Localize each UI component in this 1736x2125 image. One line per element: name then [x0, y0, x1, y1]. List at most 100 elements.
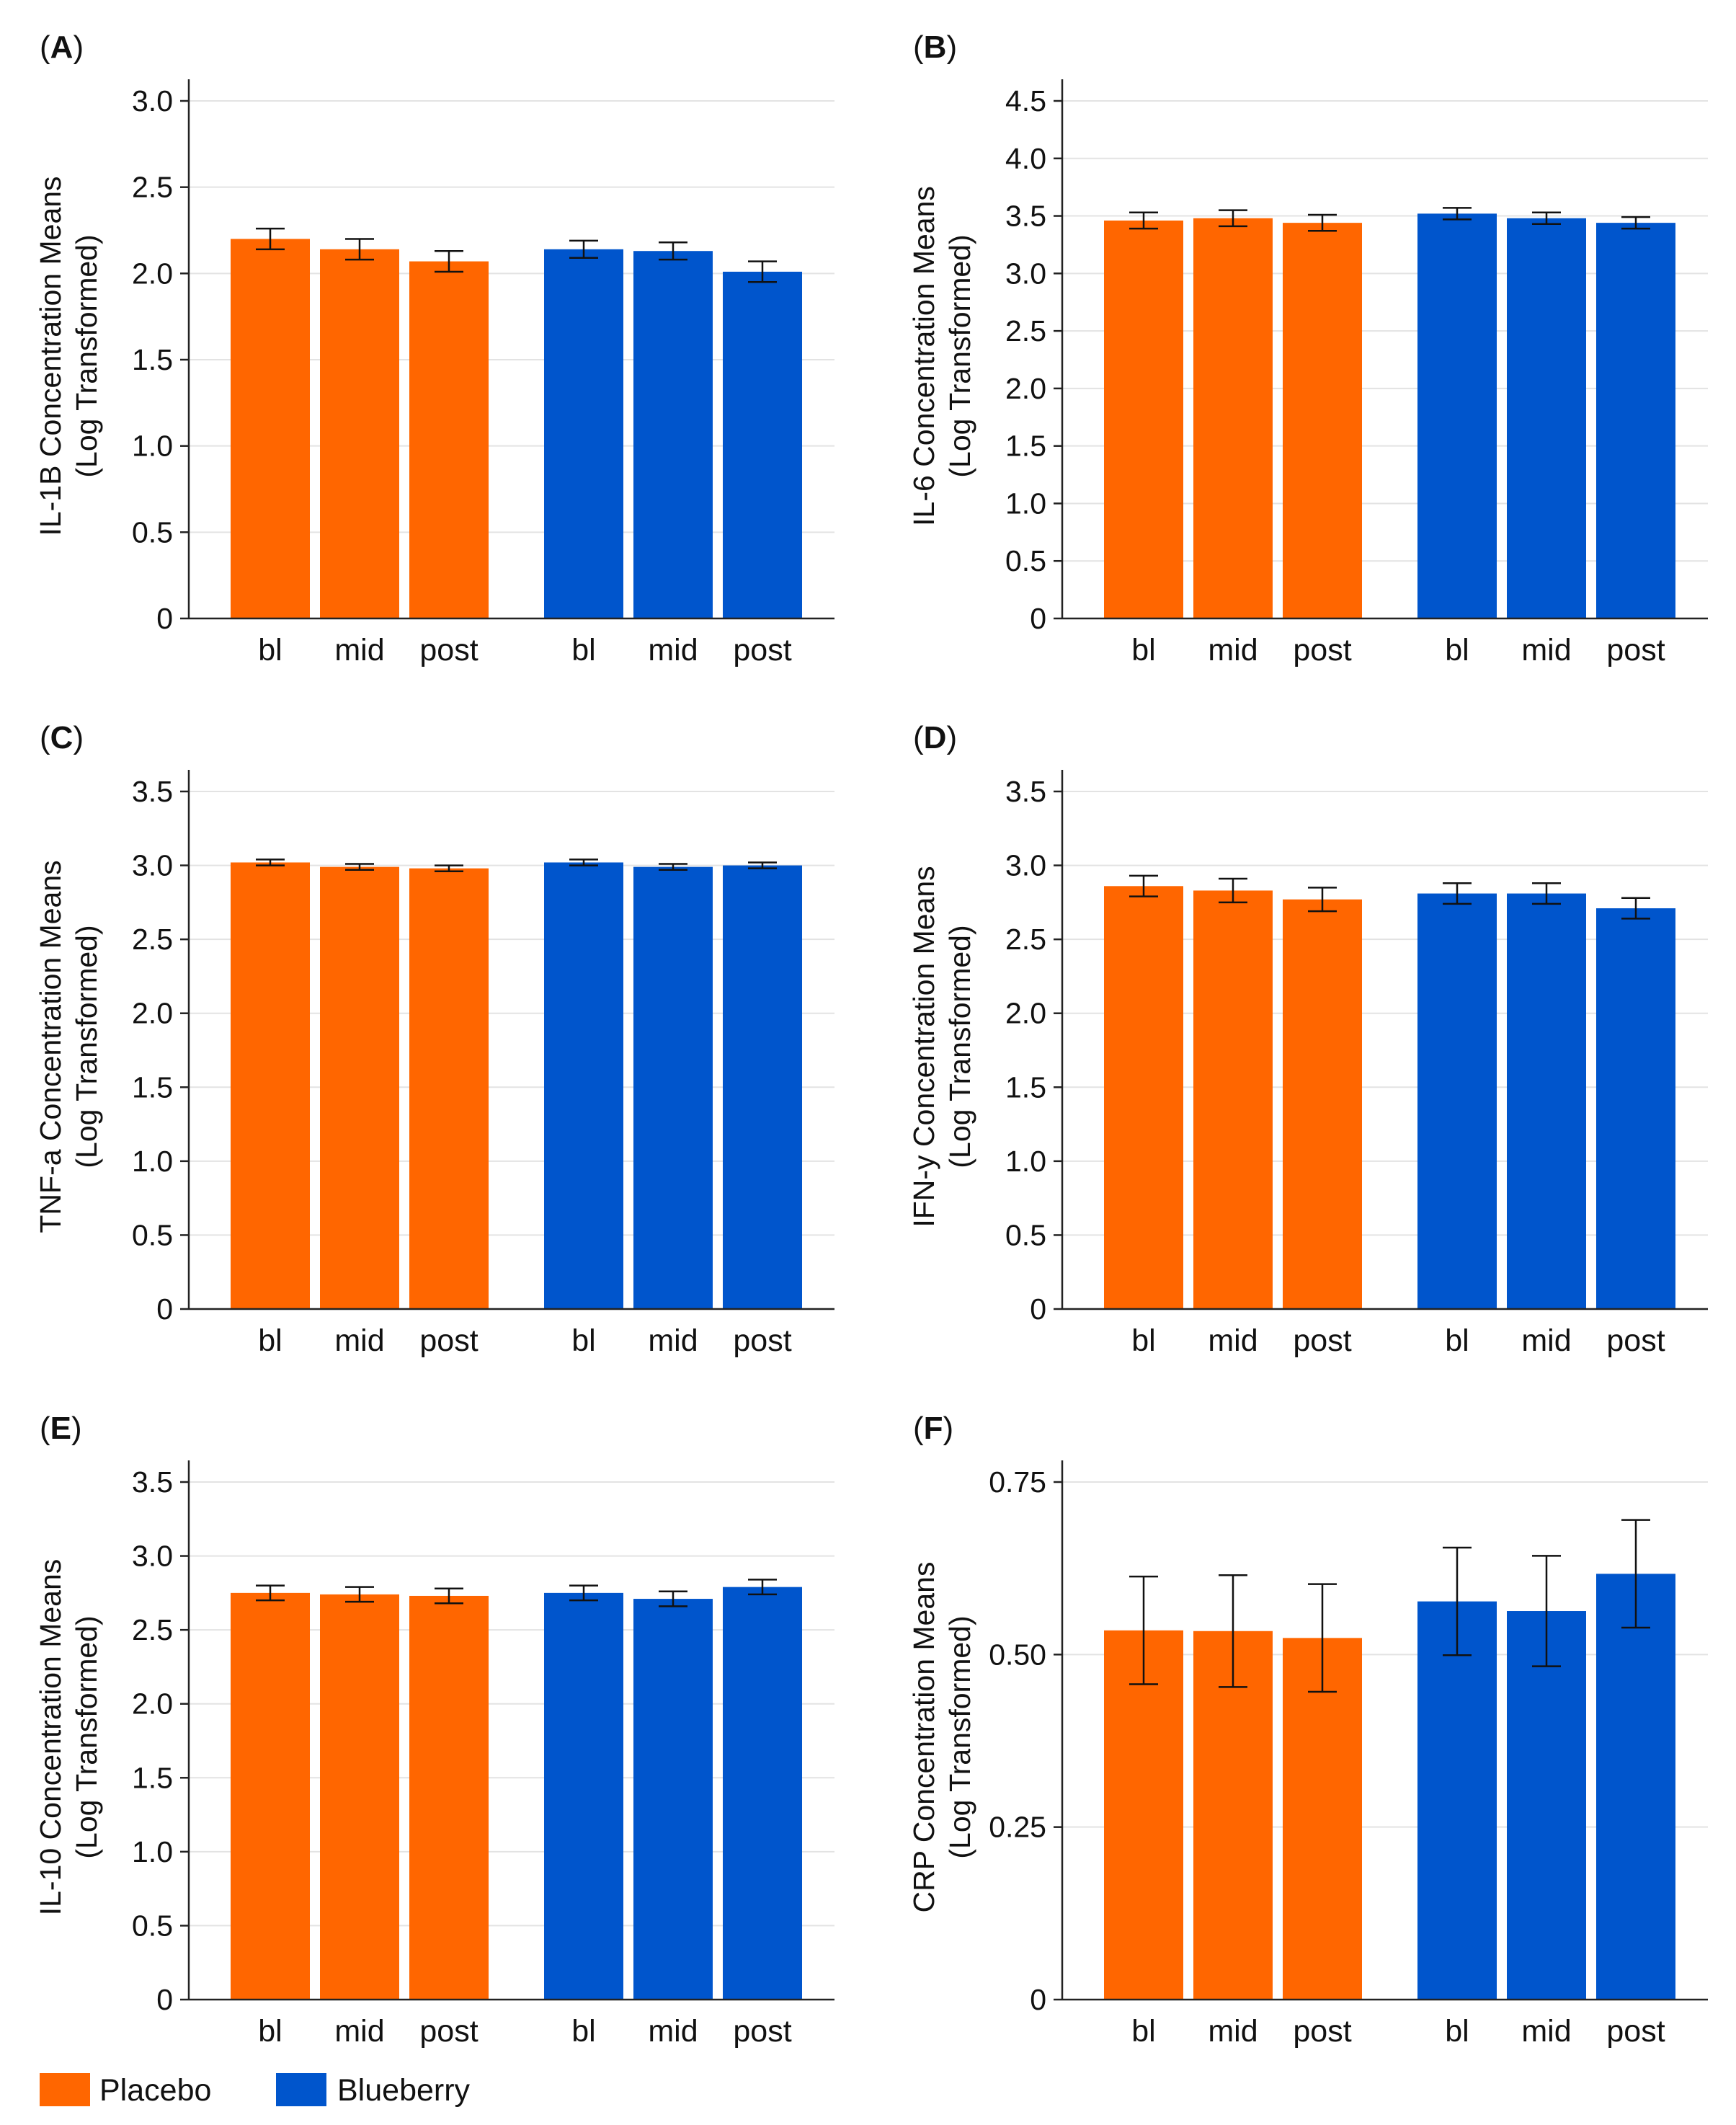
x-category-label: post [1293, 1323, 1351, 1358]
x-category-label: mid [1208, 2014, 1258, 2049]
bar-blueberry-mid [1507, 1611, 1586, 2000]
x-category-label: bl [258, 1323, 282, 1358]
y-tick-label: 3.0 [132, 1540, 173, 1573]
x-category-label: mid [334, 2014, 384, 2049]
x-category-label: bl [258, 2014, 282, 2049]
x-category-label: bl [1445, 633, 1469, 667]
x-category-label: mid [648, 2014, 698, 2049]
y-tick-label: 4.5 [1005, 84, 1046, 117]
panel-label: (E) [40, 1411, 82, 1446]
x-category-label: mid [1208, 1323, 1258, 1358]
y-tick-label: 1.0 [132, 1835, 173, 1868]
y-tick-label: 0 [156, 1292, 173, 1326]
y-tick-label: 3.0 [132, 84, 173, 117]
y-tick-label: 1.5 [132, 1070, 173, 1104]
bar-placebo-post [1283, 899, 1362, 1309]
x-category-label: mid [1521, 633, 1571, 667]
bar-blueberry-mid [633, 1599, 713, 2000]
bar-placebo-bl [1104, 886, 1183, 1309]
y-axis-label-subtitle: (Log Transformed) [943, 234, 976, 477]
y-tick-label: 2.5 [132, 923, 173, 956]
y-tick-label: 2.0 [132, 997, 173, 1030]
y-tick-label: 2.5 [132, 1613, 173, 1646]
bar-placebo-mid [320, 249, 399, 618]
bar-placebo-bl [1104, 1630, 1183, 2000]
bar-placebo-bl [231, 239, 310, 618]
legend-label-placebo: Placebo [99, 2073, 211, 2108]
y-tick-label: 0.50 [989, 1638, 1046, 1671]
y-tick-label: 3.0 [1005, 849, 1046, 882]
panel-label: (C) [40, 720, 84, 755]
y-tick-label: 1.0 [132, 1145, 173, 1178]
y-tick-label: 0 [1030, 1292, 1046, 1326]
x-category-label: post [1293, 633, 1351, 667]
legend: Placebo Blueberry [40, 2073, 471, 2108]
y-axis-label: IL-6 Concentration Means [907, 186, 940, 526]
panel-label: (D) [913, 720, 957, 755]
x-category-label: mid [648, 1323, 698, 1358]
x-category-label: bl [1131, 2014, 1155, 2049]
y-tick-label: 3.5 [1005, 775, 1046, 808]
y-axis-label-subtitle: (Log Transformed) [70, 234, 103, 477]
y-axis-label: IL-1B Concentration Means [34, 176, 67, 536]
y-tick-label: 2.0 [132, 1687, 173, 1721]
y-tick-label: 3.5 [132, 775, 173, 808]
bar-placebo-post [1283, 223, 1362, 618]
bar-placebo-post [409, 868, 489, 1309]
chart-panel-c: (C)00.51.01.52.02.53.03.5bl mid post bl mid p… [34, 720, 834, 1358]
y-tick-label: 3.5 [132, 1465, 173, 1499]
x-category-label: post [733, 1323, 791, 1358]
y-tick-label: 0.25 [989, 1811, 1046, 1844]
chart-panel-a: (A) 0 0.5 1.0 1.5 2.0 2.5 3.0 bl mid post bl mid post… [34, 30, 834, 667]
x-category-label: bl [1445, 1323, 1469, 1358]
y-tick-label: 1.0 [1005, 1145, 1046, 1178]
x-category-label: bl [571, 2014, 595, 2049]
legend-label-blueberry: Blueberry [337, 2073, 471, 2108]
x-category-label: post [1606, 2014, 1665, 2049]
y-tick-label: 0.5 [1005, 544, 1046, 577]
y-axis-label-subtitle: (Log Transformed) [943, 925, 976, 1168]
y-tick-label: 1.0 [1005, 487, 1046, 520]
chart-panel-b: (B) 0 0.5 1.0 1.5 2.0 2.5 3.0 3.5 4.0 4.5 bl mid post… [907, 30, 1708, 667]
bar-placebo-bl [1104, 220, 1183, 619]
bar-placebo-bl [231, 1592, 310, 2000]
y-tick-label: 1.5 [132, 343, 173, 376]
x-category-label: post [419, 633, 478, 667]
y-tick-label: 1.5 [1005, 1070, 1046, 1104]
bar-placebo-post [1283, 1638, 1362, 2000]
y-tick-label: 3.0 [132, 849, 173, 882]
y-tick-label: 2.5 [1005, 314, 1046, 347]
bar-blueberry-bl [1417, 1601, 1497, 2000]
x-category-label: bl [571, 1323, 595, 1358]
y-axis-label-subtitle: (Log Transformed) [70, 925, 103, 1168]
y-tick-label: 1.0 [132, 430, 173, 463]
x-category-label: mid [1521, 2014, 1571, 2049]
chart-panel-e: (E)00.51.01.52.02.53.03.5bl mid post bl mid p… [34, 1411, 834, 2049]
bar-blueberry-post [1596, 1574, 1675, 2000]
bar-blueberry-mid [1507, 893, 1586, 1309]
bar-blueberry-bl [544, 249, 623, 618]
y-tick-label: 3.5 [1005, 200, 1046, 233]
x-category-label: post [1606, 1323, 1665, 1358]
chart-panel-d: (D)00.51.01.52.02.53.03.5bl mid post bl mid p… [907, 720, 1708, 1358]
y-axis-label: TNF-a Concentration Means [34, 860, 67, 1233]
bar-blueberry-bl [1417, 893, 1497, 1309]
bar-placebo-mid [1193, 890, 1273, 1309]
y-axis-label: IFN-y Concentration Means [907, 866, 940, 1227]
x-category-label: bl [1445, 2014, 1469, 2049]
panel-label: (A) [40, 30, 84, 65]
x-category-label: post [733, 2014, 791, 2049]
panel-label: (B) [913, 30, 957, 65]
y-tick-label: 1.5 [1005, 430, 1046, 463]
bar-placebo-mid [320, 1594, 399, 2000]
y-tick-label: 0 [1030, 602, 1046, 635]
x-category-label: mid [1521, 1323, 1571, 1358]
y-tick-label: 4.0 [1005, 142, 1046, 175]
y-axis-label-subtitle: (Log Transformed) [70, 1615, 103, 1858]
x-category-label: mid [334, 633, 384, 667]
x-category-label: mid [648, 633, 698, 667]
bar-blueberry-mid [633, 251, 713, 618]
bar-placebo-bl [231, 862, 310, 1309]
